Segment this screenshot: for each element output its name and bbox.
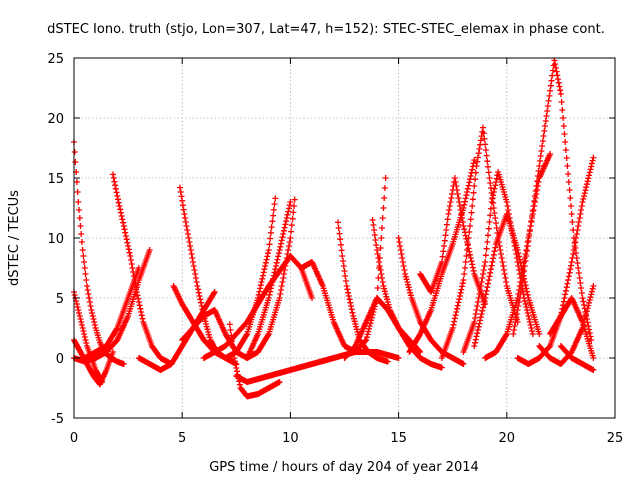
x-tick-labels: 0 5 10 15 20 25 — [70, 431, 623, 446]
x-axis-label: GPS time / hours of day 204 of year 2014 — [209, 460, 479, 475]
series-trace-20 — [417, 175, 489, 307]
x-tick-label: 20 — [499, 431, 516, 446]
x-tick-label: 25 — [607, 431, 624, 446]
y-tick-label: 0 — [56, 352, 64, 367]
x-tick-label: 10 — [282, 431, 299, 446]
y-tick-labels: -5 0 5 10 15 20 25 — [47, 52, 64, 427]
y-tick-label: 15 — [47, 172, 64, 187]
x-tick-label: 0 — [70, 431, 78, 446]
y-tick-label: 10 — [47, 232, 64, 247]
series-trace-23 — [471, 211, 543, 349]
series-trace-28 — [547, 295, 597, 361]
series-trace-25 — [510, 57, 595, 343]
y-tick-label: 5 — [56, 292, 64, 307]
data-series — [71, 57, 597, 400]
series-trace-10 — [226, 321, 283, 400]
series-trace-29 — [557, 343, 597, 373]
series-trace-13 — [244, 199, 294, 361]
series-trace-12 — [200, 253, 315, 361]
x-tick-label: 15 — [390, 431, 407, 446]
chart-title: dSTEC Iono. truth (stjo, Lon=307, Lat=47… — [47, 22, 605, 37]
y-axis-label: dSTEC / TECUs — [7, 190, 22, 286]
series-trace-4 — [110, 171, 175, 367]
axis-ticks — [73, 57, 616, 419]
series-trace-0 — [71, 139, 127, 367]
y-tick-label: 25 — [47, 52, 64, 67]
series-trace-22 — [460, 169, 536, 355]
y-tick-label: -5 — [51, 412, 64, 427]
series-trace-9 — [179, 196, 298, 361]
x-tick-label: 5 — [178, 431, 186, 446]
series-trace-19 — [406, 157, 478, 355]
series-trace-5 — [81, 265, 142, 361]
y-tick-label: 20 — [47, 112, 64, 127]
